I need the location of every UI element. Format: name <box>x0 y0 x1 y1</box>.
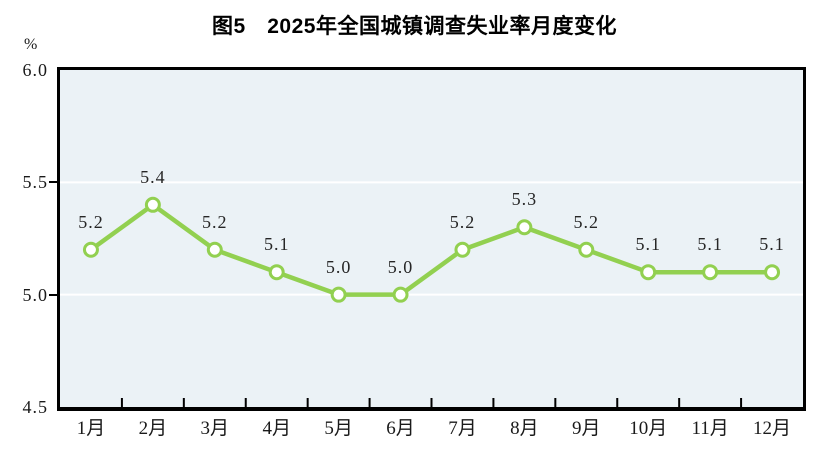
data-label: 5.2 <box>449 211 476 232</box>
x-axis-label: 7月 <box>448 418 477 439</box>
y-axis-unit-label: % <box>24 36 38 53</box>
y-axis-tick-label: 4.5 <box>22 397 48 417</box>
x-axis-label: 8月 <box>510 418 539 439</box>
data-label: 5.2 <box>573 211 600 232</box>
data-label: 5.1 <box>759 234 785 255</box>
line-series <box>88 202 775 297</box>
y-axis-tick <box>49 181 57 184</box>
x-axis-label: 12月 <box>753 418 792 439</box>
data-label: 5.2 <box>78 211 104 232</box>
chart-svg <box>60 181 803 407</box>
plot-area <box>57 67 806 411</box>
data-label: 5.0 <box>325 256 352 277</box>
y-axis-tick-label: 6.0 <box>22 60 48 80</box>
data-point-marker <box>268 264 285 281</box>
x-axis-label: 5月 <box>324 418 353 439</box>
y-axis-tick <box>49 293 57 296</box>
x-axis-label: 11月 <box>691 418 729 439</box>
data-point-marker <box>392 286 409 303</box>
data-point-marker <box>330 286 347 303</box>
x-axis-label: 6月 <box>386 418 415 439</box>
x-axis-label: 9月 <box>572 418 601 439</box>
chart-title: 图5 2025年全国城镇调查失业率月度变化 <box>212 15 617 38</box>
data-point-marker <box>764 264 781 281</box>
data-label: 5.0 <box>387 256 414 277</box>
data-label: 5.4 <box>140 166 166 187</box>
x-axis-label: 1月 <box>76 418 106 439</box>
x-axis-label: 4月 <box>262 418 291 439</box>
data-point-marker <box>578 241 595 258</box>
data-point-marker <box>82 241 99 258</box>
data-point-marker <box>516 219 533 236</box>
x-axis-label: 3月 <box>200 418 230 439</box>
data-label: 5.2 <box>202 211 228 232</box>
data-point-marker <box>206 241 223 258</box>
data-label: 5.3 <box>511 189 538 210</box>
data-point-marker <box>702 264 719 281</box>
data-point-marker <box>640 264 657 281</box>
x-axis-label: 2月 <box>138 418 168 439</box>
data-point-marker <box>454 241 471 258</box>
data-label: 5.1 <box>697 234 723 255</box>
x-axis-label: 10月 <box>629 418 668 439</box>
data-point-marker <box>144 196 161 213</box>
y-axis-tick-label: 5.0 <box>22 284 48 305</box>
data-label: 5.1 <box>263 234 290 255</box>
y-axis-tick-label: 5.5 <box>22 172 48 193</box>
data-label: 5.1 <box>635 234 661 255</box>
